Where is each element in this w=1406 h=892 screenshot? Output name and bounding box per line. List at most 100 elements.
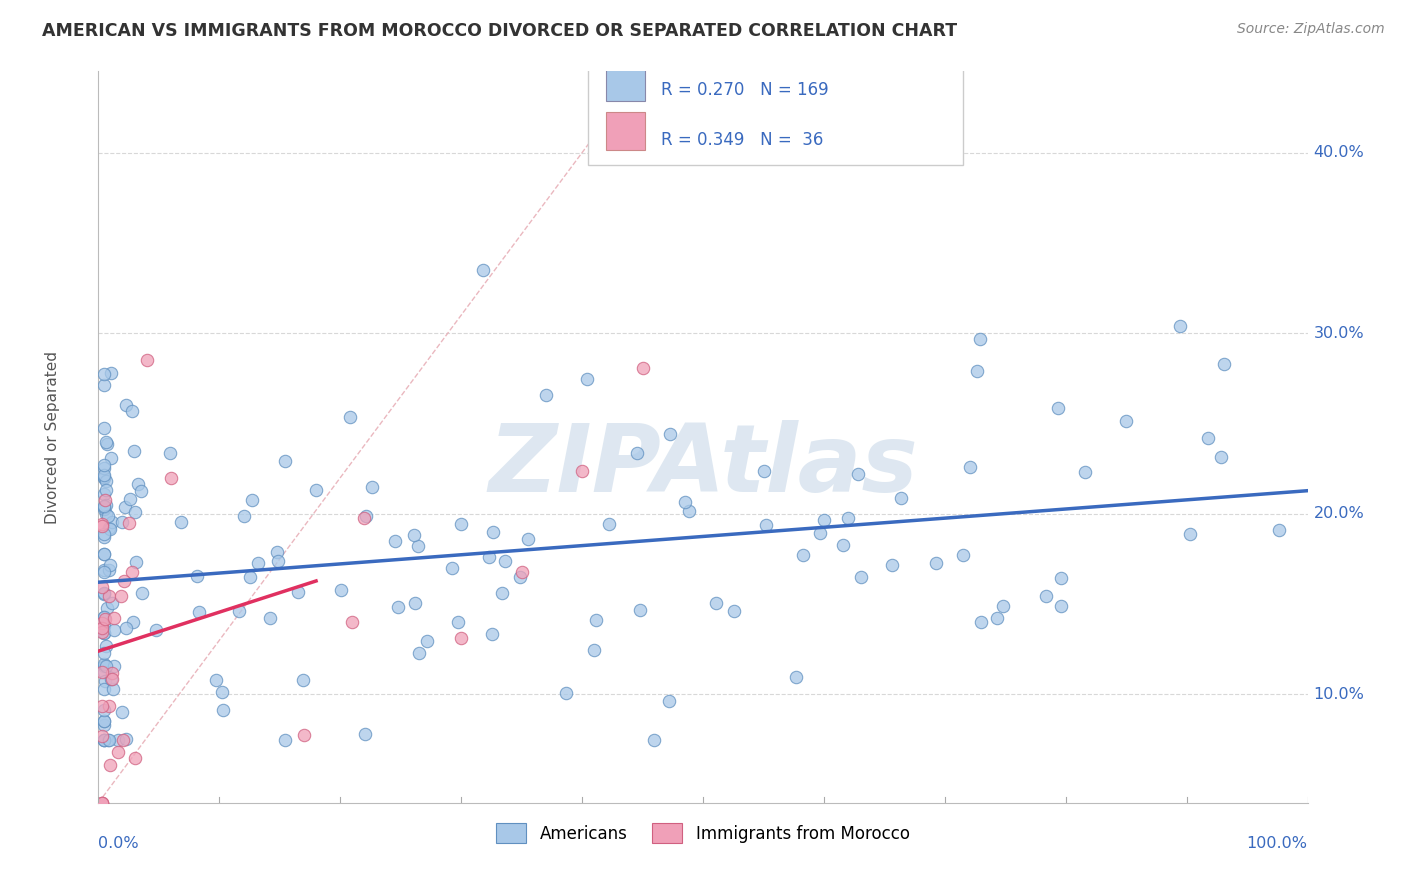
Point	[94, 483, 117, 497]
Point	[491, 586, 513, 600]
Point	[115, 397, 138, 411]
Point	[447, 615, 470, 629]
Point	[118, 516, 141, 530]
Point	[103, 624, 125, 638]
Point	[107, 745, 129, 759]
Point	[970, 615, 993, 629]
Point	[494, 554, 516, 568]
Point	[849, 570, 872, 584]
Point	[890, 491, 912, 506]
Point	[329, 582, 352, 597]
Point	[354, 726, 377, 740]
Point	[755, 517, 778, 532]
Point	[120, 491, 142, 506]
Point	[678, 504, 700, 518]
Point	[969, 333, 991, 347]
Point	[598, 517, 620, 532]
Point	[103, 610, 125, 624]
Point	[1197, 431, 1219, 445]
Point	[404, 596, 426, 610]
Point	[659, 426, 682, 441]
Point	[111, 732, 134, 747]
Point	[246, 556, 269, 570]
Point	[93, 471, 115, 485]
Point	[361, 480, 384, 494]
Point	[233, 509, 256, 524]
Point	[186, 569, 208, 583]
Point	[831, 538, 853, 552]
Point	[96, 600, 118, 615]
Point	[1209, 450, 1232, 464]
Point	[94, 673, 117, 688]
Point	[1115, 414, 1137, 428]
Point	[93, 378, 115, 392]
Point	[94, 612, 117, 626]
Point	[704, 595, 727, 609]
Point	[631, 360, 654, 375]
Point	[1212, 357, 1234, 371]
Point	[1050, 599, 1073, 614]
Point	[111, 515, 134, 529]
Point	[952, 549, 974, 563]
Point	[93, 732, 115, 747]
Point	[111, 705, 134, 719]
Point	[240, 493, 263, 508]
Point	[211, 685, 233, 699]
Point	[107, 732, 129, 747]
Point	[94, 474, 117, 488]
Point	[121, 404, 143, 418]
Point	[93, 499, 115, 513]
Point	[97, 732, 120, 747]
Point	[160, 471, 183, 485]
Point	[100, 673, 122, 687]
Point	[93, 681, 115, 696]
Point	[103, 682, 125, 697]
Point	[131, 586, 153, 600]
Text: 100.0%: 100.0%	[1247, 836, 1308, 851]
Text: 30.0%: 30.0%	[1313, 326, 1364, 341]
Point	[93, 547, 115, 561]
Point	[339, 410, 361, 425]
Point	[93, 368, 115, 382]
Point	[991, 599, 1014, 614]
Point	[91, 698, 114, 713]
Point	[837, 510, 859, 524]
Point	[112, 574, 135, 588]
Point	[239, 570, 262, 584]
Text: 10.0%: 10.0%	[1313, 687, 1364, 702]
Point	[129, 484, 152, 499]
Point	[204, 673, 226, 687]
Point	[583, 643, 606, 657]
Point	[1168, 319, 1191, 334]
Point	[509, 570, 531, 584]
Point	[100, 366, 122, 380]
Point	[187, 605, 209, 619]
Point	[100, 451, 122, 466]
Point	[785, 670, 807, 684]
Point	[93, 732, 115, 747]
Point	[91, 796, 114, 810]
Point	[93, 625, 115, 640]
Point	[628, 603, 651, 617]
Point	[673, 495, 696, 509]
Point	[96, 507, 118, 521]
FancyBboxPatch shape	[606, 112, 645, 151]
Point	[353, 511, 375, 525]
Point	[93, 470, 115, 484]
Point	[342, 615, 364, 630]
Point	[125, 555, 148, 569]
Point	[91, 665, 114, 680]
Point	[408, 646, 430, 660]
Text: ZIPAtlas: ZIPAtlas	[488, 420, 918, 512]
Point	[91, 622, 114, 636]
Point	[91, 516, 114, 531]
Point	[101, 596, 124, 610]
Point	[536, 388, 558, 402]
Point	[274, 732, 297, 747]
Point	[159, 446, 181, 460]
Point	[416, 633, 439, 648]
Point	[752, 464, 775, 478]
Point	[93, 421, 115, 435]
Point	[93, 665, 115, 679]
Point	[228, 604, 250, 618]
